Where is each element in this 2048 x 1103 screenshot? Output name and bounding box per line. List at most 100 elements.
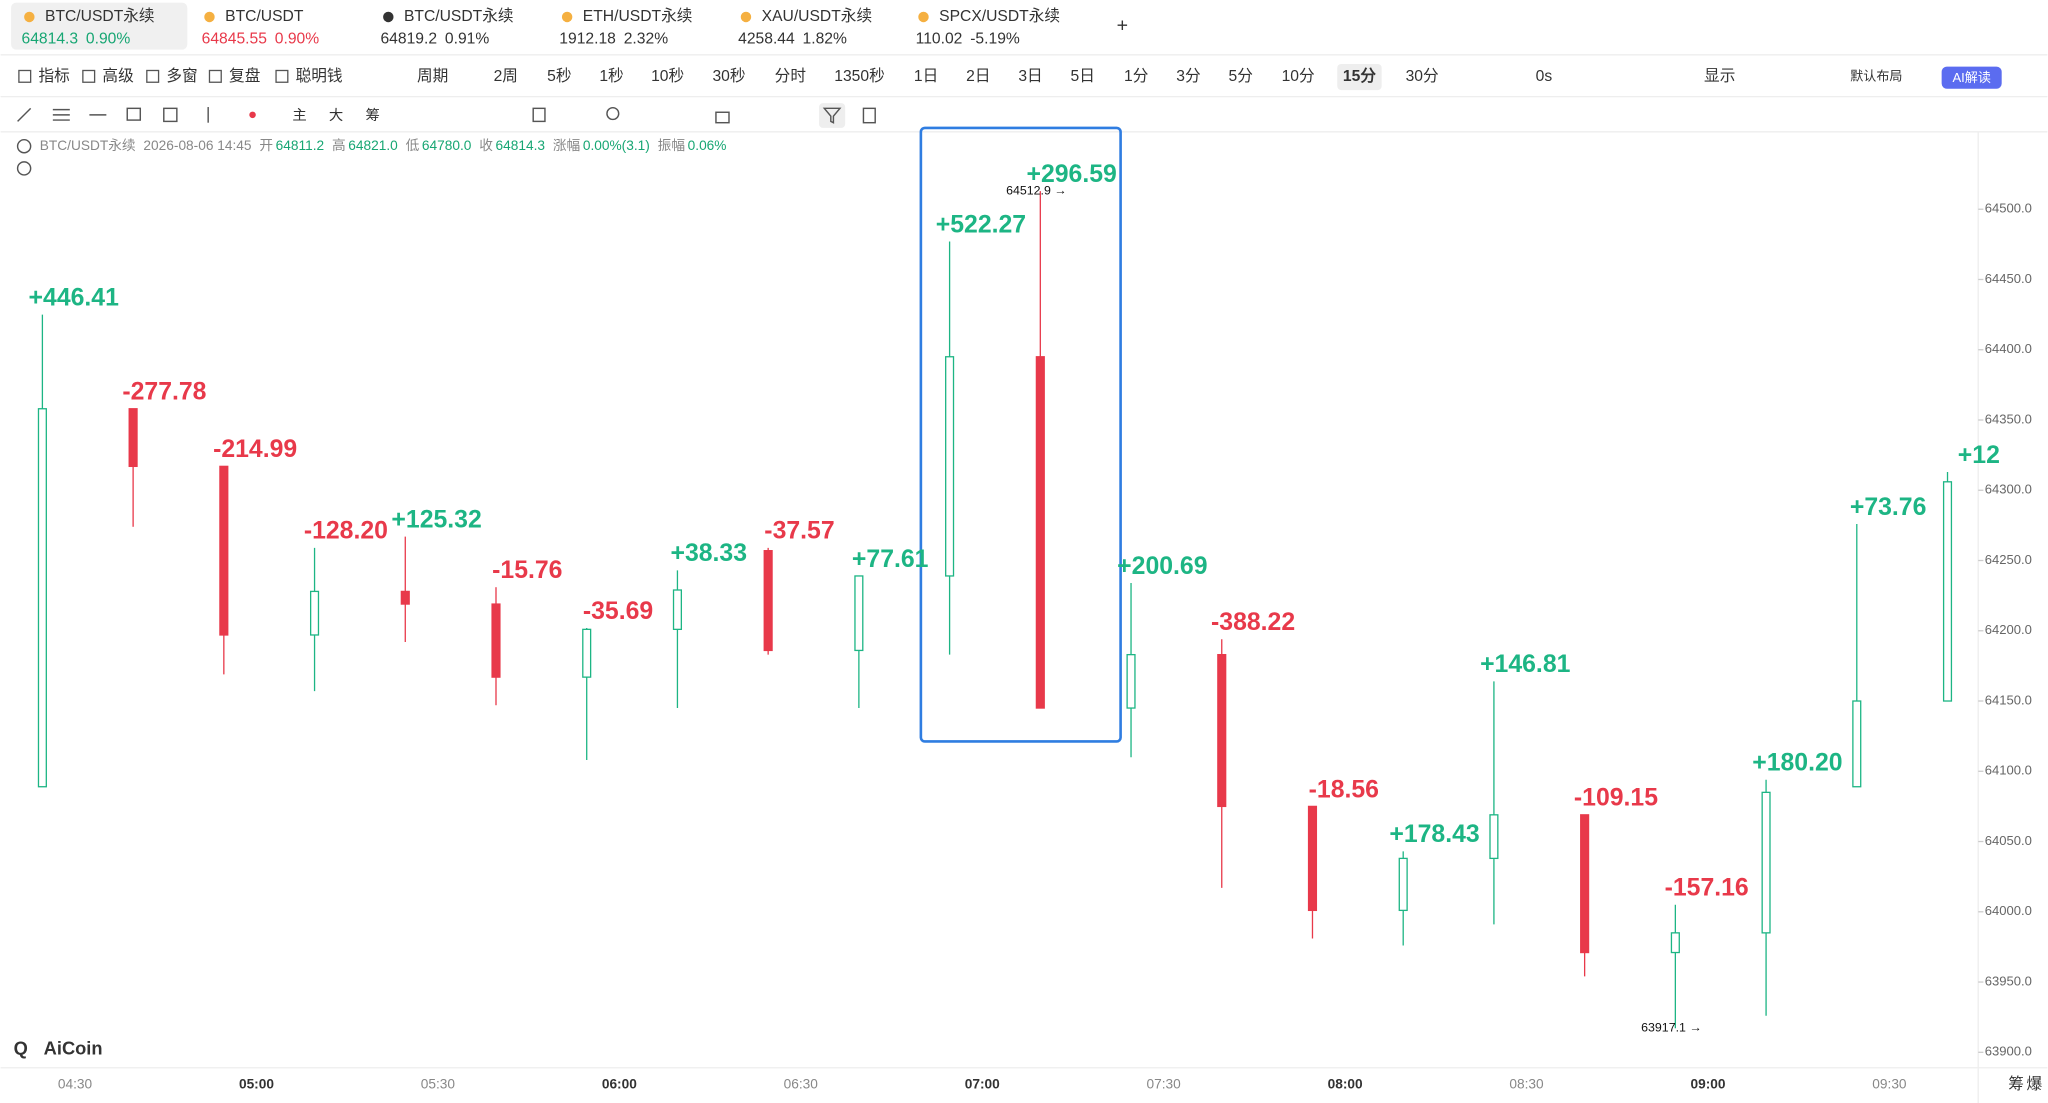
- tool-icon[interactable]: [862, 107, 876, 124]
- ai-button-bg[interactable]: [1941, 66, 2002, 89]
- layout-button[interactable]: 默认布局: [1850, 68, 1902, 83]
- tool-icon[interactable]: [822, 107, 842, 124]
- tab-price: 4258.44: [738, 30, 795, 47]
- tab-symbol[interactable]: XAU/USDT永续: [762, 7, 872, 25]
- info-label: 振幅: [658, 138, 686, 153]
- period-button[interactable]: 1秒: [599, 67, 623, 85]
- tool-icon[interactable]: [249, 111, 256, 119]
- y-tick-label: 64050.0: [1985, 833, 2032, 848]
- side-button[interactable]: 爆: [2026, 1074, 2042, 1093]
- info-symbol: BTC/USDT永续: [40, 138, 136, 153]
- x-tick-label: 09:00: [1690, 1076, 1725, 1091]
- tab-icon: [918, 11, 929, 23]
- tab-symbol[interactable]: BTC/USDT永续: [45, 7, 155, 25]
- tool-icon[interactable]: 主: [292, 107, 306, 124]
- tool-selected[interactable]: [819, 103, 846, 128]
- tab-icon: [561, 11, 573, 23]
- x-tick-label: 04:30: [58, 1076, 93, 1091]
- info-label: 低: [406, 138, 420, 153]
- tool-button[interactable]: 高级: [102, 67, 134, 85]
- candle-body: [945, 356, 955, 577]
- tab-change: 0.90%: [86, 30, 130, 47]
- price-annotation: 64512.9 →: [1006, 183, 1067, 197]
- tab-selected[interactable]: [11, 2, 188, 50]
- tool-button[interactable]: 多窗: [166, 67, 197, 85]
- tab-price: 1912.18: [559, 30, 616, 47]
- candle-body: [1580, 814, 1590, 954]
- tool-icon[interactable]: 大: [329, 107, 343, 124]
- period-button[interactable]: 30分: [1406, 67, 1439, 85]
- price-annotation: 63917.1 →: [1641, 1021, 1702, 1035]
- ai-button[interactable]: AI解读: [1952, 70, 1990, 85]
- tool-icon[interactable]: [715, 111, 730, 124]
- tool-button[interactable]: 聪明钱: [296, 67, 343, 85]
- tab-symbol[interactable]: BTC/USDT永续: [404, 7, 514, 25]
- tool-icon: [18, 69, 32, 83]
- tab-icon: [204, 11, 215, 23]
- candle-body: [1217, 653, 1227, 808]
- display-button[interactable]: 显示: [1704, 68, 1735, 85]
- period-button[interactable]: 2日: [966, 68, 990, 85]
- tool-icon[interactable]: [532, 107, 546, 123]
- period-button[interactable]: 2周: [494, 68, 518, 85]
- y-tick-label: 63900.0: [1985, 1044, 2032, 1059]
- candle-body: [400, 590, 410, 605]
- x-tick-label: 06:30: [784, 1076, 819, 1091]
- tool-button[interactable]: 复盘: [229, 66, 260, 85]
- tab-symbol[interactable]: BTC/USDT: [225, 8, 304, 25]
- info-value: 64821.0: [348, 138, 398, 153]
- period-button[interactable]: 30秒: [712, 67, 745, 85]
- tool-button[interactable]: 指标: [38, 67, 69, 85]
- candle-body: [854, 575, 864, 652]
- period-button[interactable]: 3日: [1018, 68, 1042, 85]
- x-tick-label: 05:00: [239, 1076, 274, 1091]
- candle-body: [1398, 857, 1408, 912]
- delta-label: +522.27: [936, 211, 1026, 238]
- info-label: 高: [332, 137, 346, 153]
- period-button[interactable]: 5秒: [547, 67, 571, 85]
- period-button[interactable]: 1日: [914, 68, 938, 85]
- y-tick-label: 64450.0: [1985, 271, 2032, 286]
- candle-body: [1126, 653, 1136, 709]
- candle-body: [1942, 481, 1953, 702]
- tab-change: 2.32%: [624, 30, 668, 47]
- add-tab[interactable]: +: [1117, 14, 1128, 36]
- tool-icon[interactable]: [606, 106, 620, 121]
- period-button[interactable]: 5分: [1228, 67, 1253, 85]
- period-button[interactable]: 15分: [1343, 67, 1376, 85]
- period-button[interactable]: 10分: [1282, 67, 1315, 85]
- tool-icon[interactable]: 筹: [365, 107, 379, 124]
- tool-icon[interactable]: [52, 108, 70, 121]
- info-label: 收: [479, 138, 493, 153]
- info-label: 涨幅: [553, 138, 581, 153]
- tab-symbol[interactable]: SPCX/USDT永续: [939, 7, 1060, 25]
- tool-icon[interactable]: [17, 107, 32, 122]
- tool-icon[interactable]: [163, 107, 178, 123]
- delta-label: -35.69: [583, 598, 653, 625]
- period-button[interactable]: 10秒: [651, 67, 684, 85]
- tool-icon[interactable]: [126, 107, 142, 121]
- delta-label: +12: [1958, 442, 2000, 469]
- candle-body: [1489, 814, 1499, 860]
- period-button[interactable]: 3分: [1176, 67, 1201, 85]
- delta-label: -128.20: [304, 518, 388, 545]
- toggle-icon[interactable]: [16, 138, 32, 154]
- delta-label: +77.61: [852, 546, 929, 573]
- candle-body: [1670, 932, 1680, 954]
- candle-body: [582, 628, 592, 678]
- period-button[interactable]: 5日: [1071, 68, 1095, 85]
- period-menu[interactable]: 周期: [417, 67, 448, 85]
- candle-body: [219, 465, 229, 636]
- toggle-icon[interactable]: [16, 161, 32, 176]
- y-tick-label: 64000.0: [1985, 903, 2032, 918]
- period-button[interactable]: 分时: [775, 67, 807, 85]
- period-button[interactable]: 1分: [1124, 67, 1149, 85]
- candle-body: [1035, 356, 1045, 709]
- tab-symbol[interactable]: ETH/USDT永续: [583, 7, 693, 25]
- delta-label: -388.22: [1211, 609, 1295, 636]
- delta-label: -37.57: [764, 518, 834, 545]
- side-button[interactable]: 筹: [2008, 1075, 2024, 1093]
- period-button[interactable]: 1350秒: [834, 67, 885, 85]
